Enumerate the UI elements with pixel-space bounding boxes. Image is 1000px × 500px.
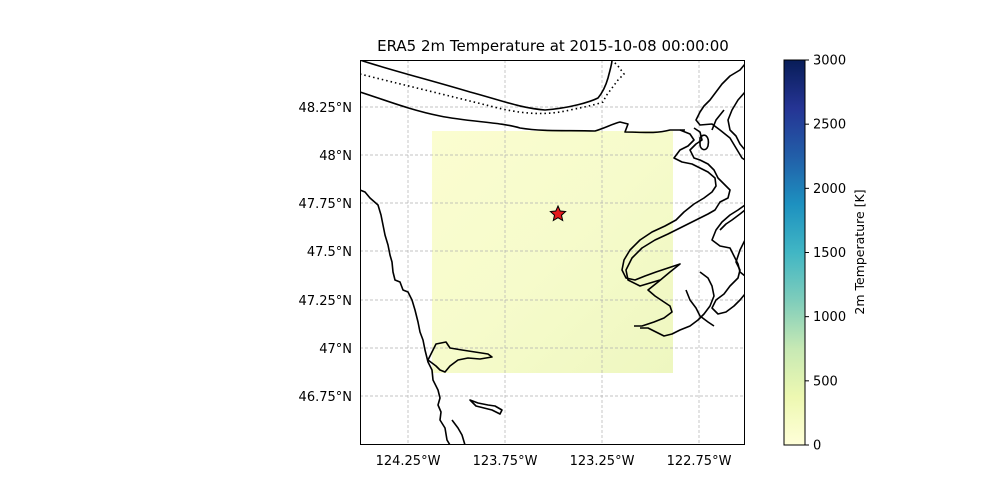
y-tick-label: 47.75°N xyxy=(299,197,352,212)
map-axes xyxy=(360,60,745,445)
chart-title: ERA5 2m Temperature at 2015-10-08 00:00:… xyxy=(377,37,729,55)
colorbar: 0 500 1000 1500 2000 2500 3000 2m Temperature … xyxy=(783,54,867,454)
colorbar-ticks: 0 500 1000 1500 2000 2500 3000 xyxy=(805,54,846,454)
y-tick-labels: 48.25°N 48°N 47.75°N 47.5°N 47.25°N 47°N… xyxy=(299,101,352,405)
location-star-marker xyxy=(549,204,567,222)
colorbar-tick-label: 1500 xyxy=(813,246,846,261)
colorbar-tick-label: 2000 xyxy=(813,182,846,197)
axes-frame xyxy=(360,60,745,445)
x-tick-labels: 124.25°W 123.75°W 123.25°W 122.75°W xyxy=(376,454,732,469)
y-tick-label: 47°N xyxy=(319,342,352,357)
y-tick-label: 48°N xyxy=(319,149,352,164)
colorbar-tick-label: 3000 xyxy=(813,54,846,69)
x-tick-label: 124.25°W xyxy=(376,454,441,469)
y-tick-label: 47.5°N xyxy=(307,245,352,260)
temperature-field xyxy=(432,131,673,373)
gridlines xyxy=(360,60,745,445)
x-tick-label: 123.25°W xyxy=(570,454,635,469)
coastlines xyxy=(360,60,745,445)
y-tick-label: 46.75°N xyxy=(299,390,352,405)
colorbar-tick-label: 2500 xyxy=(813,118,846,133)
colorbar-gradient xyxy=(783,59,806,446)
y-tick-label: 47.25°N xyxy=(299,294,352,309)
colorbar-tick-label: 500 xyxy=(813,374,838,389)
colorbar-label: 2m Temperature [K] xyxy=(852,189,867,314)
x-tick-label: 123.75°W xyxy=(473,454,538,469)
colorbar-tick-label: 1000 xyxy=(813,310,846,325)
y-tick-label: 48.25°N xyxy=(299,101,352,116)
colorbar-tick-label: 0 xyxy=(813,439,821,454)
x-tick-label: 122.75°W xyxy=(667,454,732,469)
